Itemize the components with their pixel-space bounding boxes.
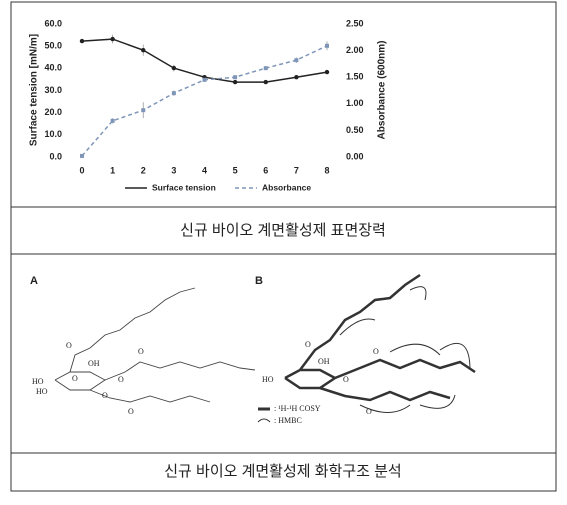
- marker: [110, 118, 115, 123]
- legend-arrow: [257, 418, 271, 423]
- y-tick-label: 40.0: [44, 63, 62, 73]
- ring: [54, 371, 106, 391]
- chain: [299, 273, 421, 371]
- atom-label: O: [128, 407, 134, 416]
- marker: [110, 36, 115, 42]
- y-tick-label: 0.0: [49, 151, 62, 161]
- y-tick-label: 10.0: [44, 129, 62, 139]
- x-tick-label: 8: [324, 165, 329, 175]
- legend-label: Surface tension: [152, 182, 216, 192]
- atom-label: O: [366, 407, 372, 416]
- x-tick-label: 5: [233, 165, 238, 175]
- marker: [263, 66, 268, 71]
- atom-label: O: [66, 341, 72, 350]
- marker: [324, 69, 330, 75]
- y2-tick-label: 0.50: [346, 125, 364, 135]
- y-tick-label: 30.0: [44, 85, 62, 95]
- x-tick-label: 6: [263, 165, 268, 175]
- atom-label: HO: [36, 387, 48, 396]
- table-border: [10, 1, 557, 492]
- atom-label: OH: [88, 359, 100, 368]
- x-tick-label: 1: [110, 165, 115, 175]
- marker: [294, 58, 299, 63]
- legend-text: : ¹H-¹H COSY: [274, 404, 321, 413]
- marker: [294, 75, 299, 80]
- atom-label: O: [102, 391, 108, 400]
- marker: [202, 77, 207, 82]
- y2-axis-title: Absorbance (600nm): [377, 41, 388, 140]
- chain: [89, 389, 211, 403]
- x-tick-label: 4: [202, 165, 207, 175]
- x-tick-label: 3: [171, 165, 176, 175]
- series-line: [81, 45, 328, 157]
- legend-text: : HMBC: [274, 416, 302, 425]
- marker: [141, 47, 146, 53]
- y-tick-label: 50.0: [44, 41, 62, 51]
- chain: [69, 287, 196, 373]
- x-tick-label: 2: [141, 165, 146, 175]
- atom-label: HO: [32, 377, 44, 386]
- structure-a: A HO HO OH O O O O O O: [30, 275, 256, 416]
- chain: [319, 386, 451, 402]
- ring: [284, 368, 338, 390]
- y2-tick-label: 0.00: [346, 151, 364, 161]
- y-tick-label: 60.0: [44, 18, 62, 28]
- x-tick-label: 0: [79, 165, 84, 175]
- atom-label: O: [305, 340, 311, 349]
- structure-b: B HO OH O O O O : ¹H-¹H COSY : HMBC: [255, 273, 476, 425]
- y2-tick-label: 2.50: [346, 18, 364, 28]
- legend-label: Absorbance: [262, 182, 311, 192]
- atom-label: O: [72, 374, 78, 383]
- hmbc-arrow: [339, 286, 471, 413]
- caption: 신규 바이오 계면활성제 화학구조 분석: [164, 463, 401, 480]
- chain: [334, 358, 476, 380]
- marker: [171, 65, 177, 71]
- marker: [141, 108, 146, 113]
- marker: [233, 75, 238, 80]
- marker: [263, 79, 268, 85]
- y2-tick-label: 1.00: [346, 98, 364, 108]
- y2-tick-label: 1.50: [346, 72, 364, 82]
- y-axis-title: Surface tension [mN/m]: [29, 34, 40, 146]
- marker: [79, 38, 85, 44]
- atom-label: O: [138, 347, 144, 356]
- marker: [325, 43, 329, 48]
- atom-label: OH: [318, 357, 330, 366]
- panel-label: A: [30, 275, 38, 287]
- y2-tick-label: 2.00: [346, 45, 364, 55]
- atom-label: O: [118, 375, 124, 384]
- atom-label: O: [343, 375, 349, 384]
- caption: 신규 바이오 계면활성제 표면장력: [180, 222, 386, 239]
- marker: [171, 91, 176, 96]
- y-tick-label: 20.0: [44, 107, 62, 117]
- panel-label: B: [255, 275, 263, 287]
- atom-label: O: [373, 347, 379, 356]
- x-tick-label: 7: [294, 165, 299, 175]
- marker: [80, 153, 84, 158]
- chain: [104, 361, 256, 381]
- marker: [232, 79, 238, 85]
- atom-label: HO: [262, 375, 274, 384]
